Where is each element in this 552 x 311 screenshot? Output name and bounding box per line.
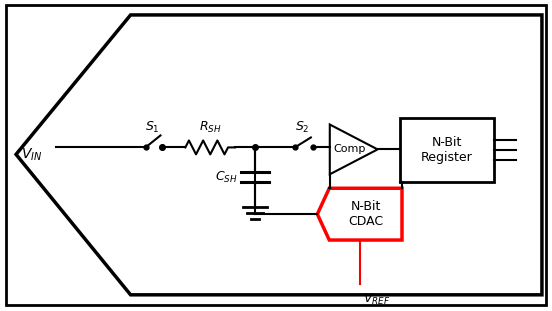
FancyBboxPatch shape — [400, 118, 494, 182]
FancyBboxPatch shape — [6, 5, 546, 305]
Text: $S_1$: $S_1$ — [145, 120, 160, 135]
Text: $S_2$: $S_2$ — [295, 120, 309, 135]
Text: N-Bit
CDAC: N-Bit CDAC — [348, 200, 383, 228]
Text: $C_{SH}$: $C_{SH}$ — [215, 170, 237, 185]
Text: $R_{SH}$: $R_{SH}$ — [199, 120, 221, 135]
Text: $V_{REF}$: $V_{REF}$ — [363, 292, 390, 307]
Text: N-Bit
Register: N-Bit Register — [421, 136, 473, 164]
Text: $V_{IN}$: $V_{IN}$ — [21, 146, 43, 163]
Text: Comp: Comp — [333, 144, 366, 154]
